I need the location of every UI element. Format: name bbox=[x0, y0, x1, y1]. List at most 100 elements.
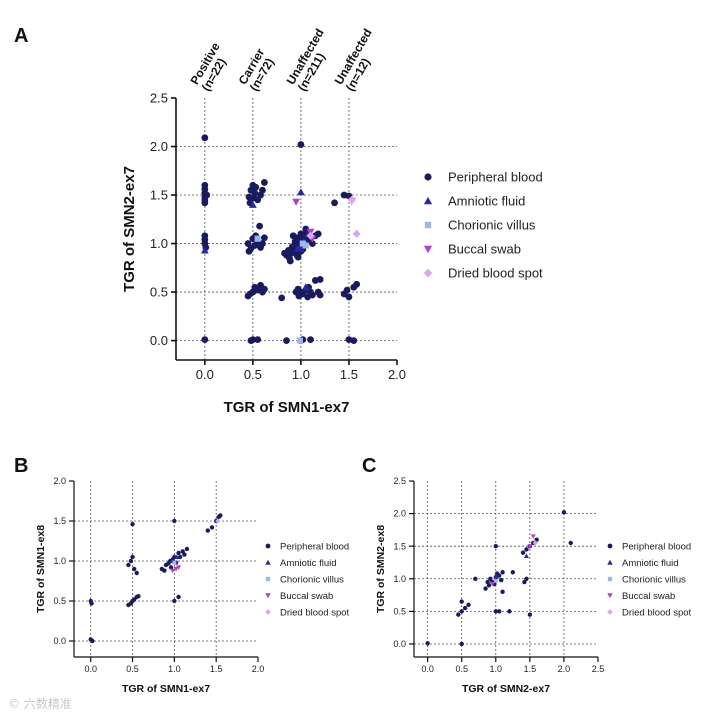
data-point-peripheral-blood bbox=[130, 522, 135, 527]
data-point-peripheral-blood bbox=[259, 240, 266, 247]
y-tick-label: 1.0 bbox=[53, 556, 66, 566]
data-point-peripheral-blood bbox=[90, 638, 95, 644]
legend-label: Chorionic villus bbox=[622, 574, 686, 585]
data-point-peripheral-blood bbox=[485, 579, 490, 585]
legend-item: Chorionic villus bbox=[607, 574, 686, 585]
data-point-peripheral-blood bbox=[136, 594, 141, 599]
data-point-peripheral-blood bbox=[561, 510, 567, 515]
data-point-peripheral-blood bbox=[261, 285, 268, 293]
data-point-amniotic-fluid bbox=[301, 283, 310, 291]
data-point-dried-blood-spot bbox=[306, 231, 315, 240]
legend-label: Dried blood spot bbox=[622, 607, 692, 618]
data-point-peripheral-blood bbox=[350, 337, 358, 344]
data-point-peripheral-blood bbox=[568, 540, 573, 546]
data-point-amniotic-fluid bbox=[493, 572, 499, 578]
x-tick-label: 0.0 bbox=[196, 367, 214, 382]
data-point-peripheral-blood bbox=[524, 576, 529, 581]
x-tick-label: 1.0 bbox=[168, 664, 181, 674]
x-tick-label: 1.0 bbox=[490, 664, 503, 674]
legend-label: Peripheral blood bbox=[280, 541, 349, 552]
data-point-peripheral-blood bbox=[261, 234, 268, 242]
data-point-peripheral-blood bbox=[316, 291, 324, 299]
data-point-peripheral-blood bbox=[316, 276, 324, 283]
legend-marker-peripheral-blood bbox=[607, 543, 613, 549]
group-label: Unaffected(n=211) bbox=[284, 26, 338, 93]
legend-label: Buccal swab bbox=[622, 591, 675, 602]
data-point-peripheral-blood bbox=[184, 546, 190, 552]
panel-label-c: C bbox=[362, 455, 376, 477]
legend-item: Amniotic fluid bbox=[265, 558, 337, 569]
x-tick-label: 2.0 bbox=[558, 664, 571, 674]
data-point-peripheral-blood bbox=[314, 230, 322, 238]
legend-item: Chorionic villus bbox=[424, 218, 536, 233]
y-tick-label: 0.0 bbox=[150, 333, 168, 348]
y-tick-label: 0.0 bbox=[53, 636, 66, 646]
legend-item: Peripheral blood bbox=[265, 541, 349, 552]
y-tick-label: 0.5 bbox=[150, 285, 168, 300]
y-tick-label: 2.0 bbox=[393, 509, 406, 519]
y-tick-label: 1.0 bbox=[393, 574, 406, 584]
data-point-peripheral-blood bbox=[205, 528, 211, 533]
x-tick-label: 0.5 bbox=[244, 367, 262, 382]
data-point-peripheral-blood bbox=[459, 641, 464, 647]
data-point-peripheral-blood bbox=[250, 194, 258, 202]
legend-marker-amniotic-fluid bbox=[265, 559, 271, 565]
legend-item: Chorionic villus bbox=[265, 574, 344, 585]
legend-marker-dried-blood-spot bbox=[423, 268, 433, 278]
data-point-peripheral-blood bbox=[294, 253, 302, 261]
x-tick-label: 0.0 bbox=[84, 664, 97, 674]
y-tick-label: 1.5 bbox=[393, 541, 406, 551]
watermark-text: © 六数精准 bbox=[8, 696, 72, 711]
y-tick-label: 2.5 bbox=[150, 91, 168, 106]
data-point-peripheral-blood bbox=[500, 589, 505, 595]
data-point-peripheral-blood bbox=[488, 576, 493, 581]
data-point-peripheral-blood bbox=[493, 543, 498, 549]
data-point-peripheral-blood bbox=[302, 225, 310, 233]
legend-marker-peripheral-blood bbox=[265, 543, 271, 549]
data-point-dried-blood-spot bbox=[352, 229, 361, 238]
legend-label: Buccal swab bbox=[280, 591, 333, 602]
legend-label: Amniotic fluid bbox=[622, 558, 679, 569]
legend-item: Buccal swab bbox=[607, 591, 675, 602]
data-point-peripheral-blood bbox=[247, 337, 255, 344]
data-point-peripheral-blood bbox=[89, 601, 94, 606]
data-point-peripheral-blood bbox=[466, 602, 471, 608]
legend-b: Peripheral blood Amniotic fluid Chorionic … bbox=[265, 541, 350, 618]
data-point-peripheral-blood bbox=[510, 570, 516, 575]
chart-c: 0.0 0.5 1.0 1.5 2.0 2.5 0.0 0.5 1.0 1.5 2.0 2.5 TGR … bbox=[375, 476, 604, 695]
x-tick-label: 1.5 bbox=[210, 664, 223, 674]
legend-item: Dried blood spot bbox=[423, 266, 543, 281]
data-point-peripheral-blood bbox=[201, 199, 209, 207]
x-axis-title: TGR of SMN2-ex7 bbox=[462, 683, 550, 695]
data-point-peripheral-blood bbox=[496, 609, 502, 614]
data-point-peripheral-blood bbox=[178, 554, 183, 560]
legend-c: Peripheral blood Amniotic fluid Chorionic … bbox=[607, 541, 692, 618]
legend-marker-chorionic-villus bbox=[607, 576, 613, 582]
y-tick-label: 1.5 bbox=[150, 188, 168, 203]
legend-a: Peripheral blood Amniotic fluid Chorionic … bbox=[423, 170, 543, 281]
data-point-peripheral-blood bbox=[209, 525, 215, 530]
data-point-peripheral-blood bbox=[459, 599, 464, 604]
data-point-peripheral-blood bbox=[425, 641, 430, 646]
data-point-peripheral-blood bbox=[244, 292, 252, 300]
data-point-peripheral-blood bbox=[278, 294, 286, 302]
y-tick-label: 0.5 bbox=[393, 607, 406, 617]
x-tick-label: 2.5 bbox=[592, 664, 605, 674]
data-point-peripheral-blood bbox=[459, 609, 464, 614]
x-tick-label: 0.5 bbox=[126, 664, 139, 674]
group-label: Carrier(n=72) bbox=[236, 46, 279, 94]
data-point-dried-blood-spot bbox=[532, 540, 538, 546]
data-point-peripheral-blood bbox=[507, 609, 512, 614]
legend-label: Chorionic villus bbox=[448, 218, 536, 233]
y-axis-title: TGR of SMN2-ex8 bbox=[375, 525, 387, 613]
data-point-chorionic-villus bbox=[493, 578, 498, 583]
legend-label: Chorionic villus bbox=[280, 574, 344, 585]
data-point-peripheral-blood bbox=[134, 570, 139, 576]
legend-item: Peripheral blood bbox=[607, 541, 691, 552]
data-point-chorionic-villus bbox=[172, 560, 177, 565]
data-point-peripheral-blood bbox=[522, 579, 527, 585]
x-tick-label: 0.5 bbox=[455, 664, 468, 674]
legend-marker-chorionic-villus bbox=[265, 576, 271, 582]
data-point-peripheral-blood bbox=[483, 586, 488, 591]
y-tick-label: 0.0 bbox=[393, 639, 406, 649]
